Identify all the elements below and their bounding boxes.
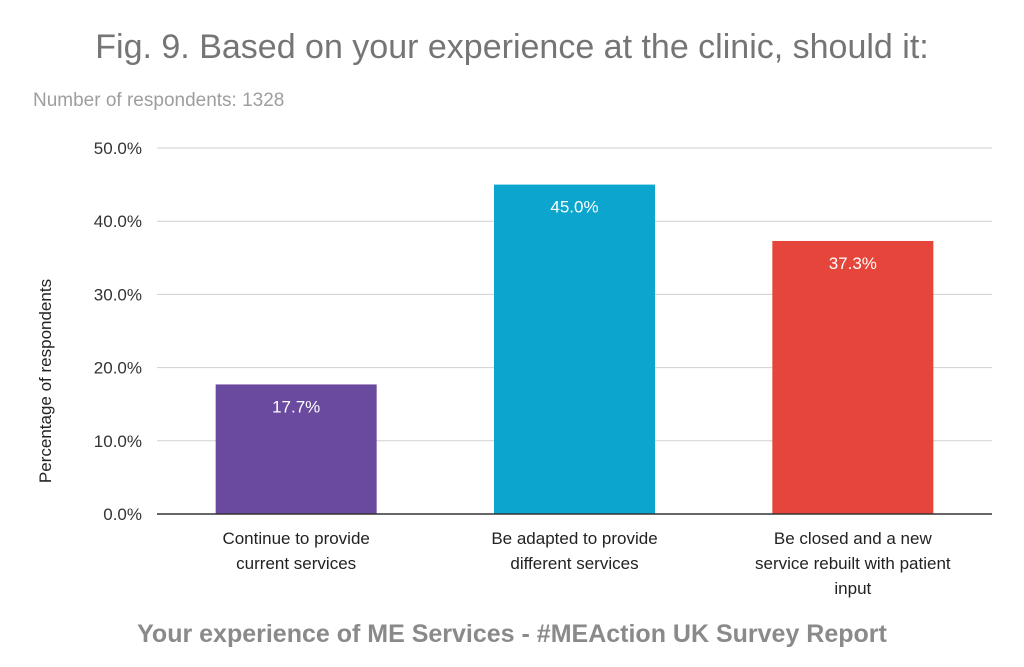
- x-tick-label: Be adapted to provide different services: [491, 529, 657, 573]
- bar: [215, 384, 377, 514]
- y-tick-label: 30.0%: [94, 285, 142, 304]
- y-tick-label: 10.0%: [94, 432, 142, 451]
- chart-title: Fig. 9. Based on your experience at the …: [95, 28, 929, 66]
- y-tick-label: 0.0%: [103, 505, 142, 524]
- bar: [772, 240, 934, 515]
- y-tick-label: 20.0%: [94, 359, 142, 378]
- x-tick-label-line: service rebuilt with patient: [755, 554, 951, 573]
- x-tick-label-line: different services: [510, 554, 638, 573]
- data-label: 45.0%: [550, 198, 598, 217]
- y-tick-label: 40.0%: [94, 212, 142, 231]
- x-tick-label-line: Continue to provide: [222, 529, 369, 548]
- bar: [494, 184, 655, 514]
- x-tick-label-line: input: [834, 579, 871, 598]
- report-footer: Your experience of ME Services - #MEActi…: [137, 620, 887, 648]
- x-tick-label: Be closed and a new service rebuilt with …: [755, 529, 951, 598]
- data-label: 17.7%: [272, 397, 320, 416]
- y-axis-label: Percentage of respondents: [36, 279, 55, 483]
- y-tick-label: 50.0%: [94, 139, 142, 158]
- x-tick-label-line: Be adapted to provide: [491, 529, 657, 548]
- chart-subtitle: Number of respondents: 1328: [33, 90, 285, 111]
- data-label: 37.3%: [829, 254, 877, 273]
- x-tick-label-line: Be closed and a new: [774, 529, 933, 548]
- x-tick-label-line: current services: [236, 554, 356, 573]
- x-tick-label: Continue to provide current services: [222, 529, 369, 573]
